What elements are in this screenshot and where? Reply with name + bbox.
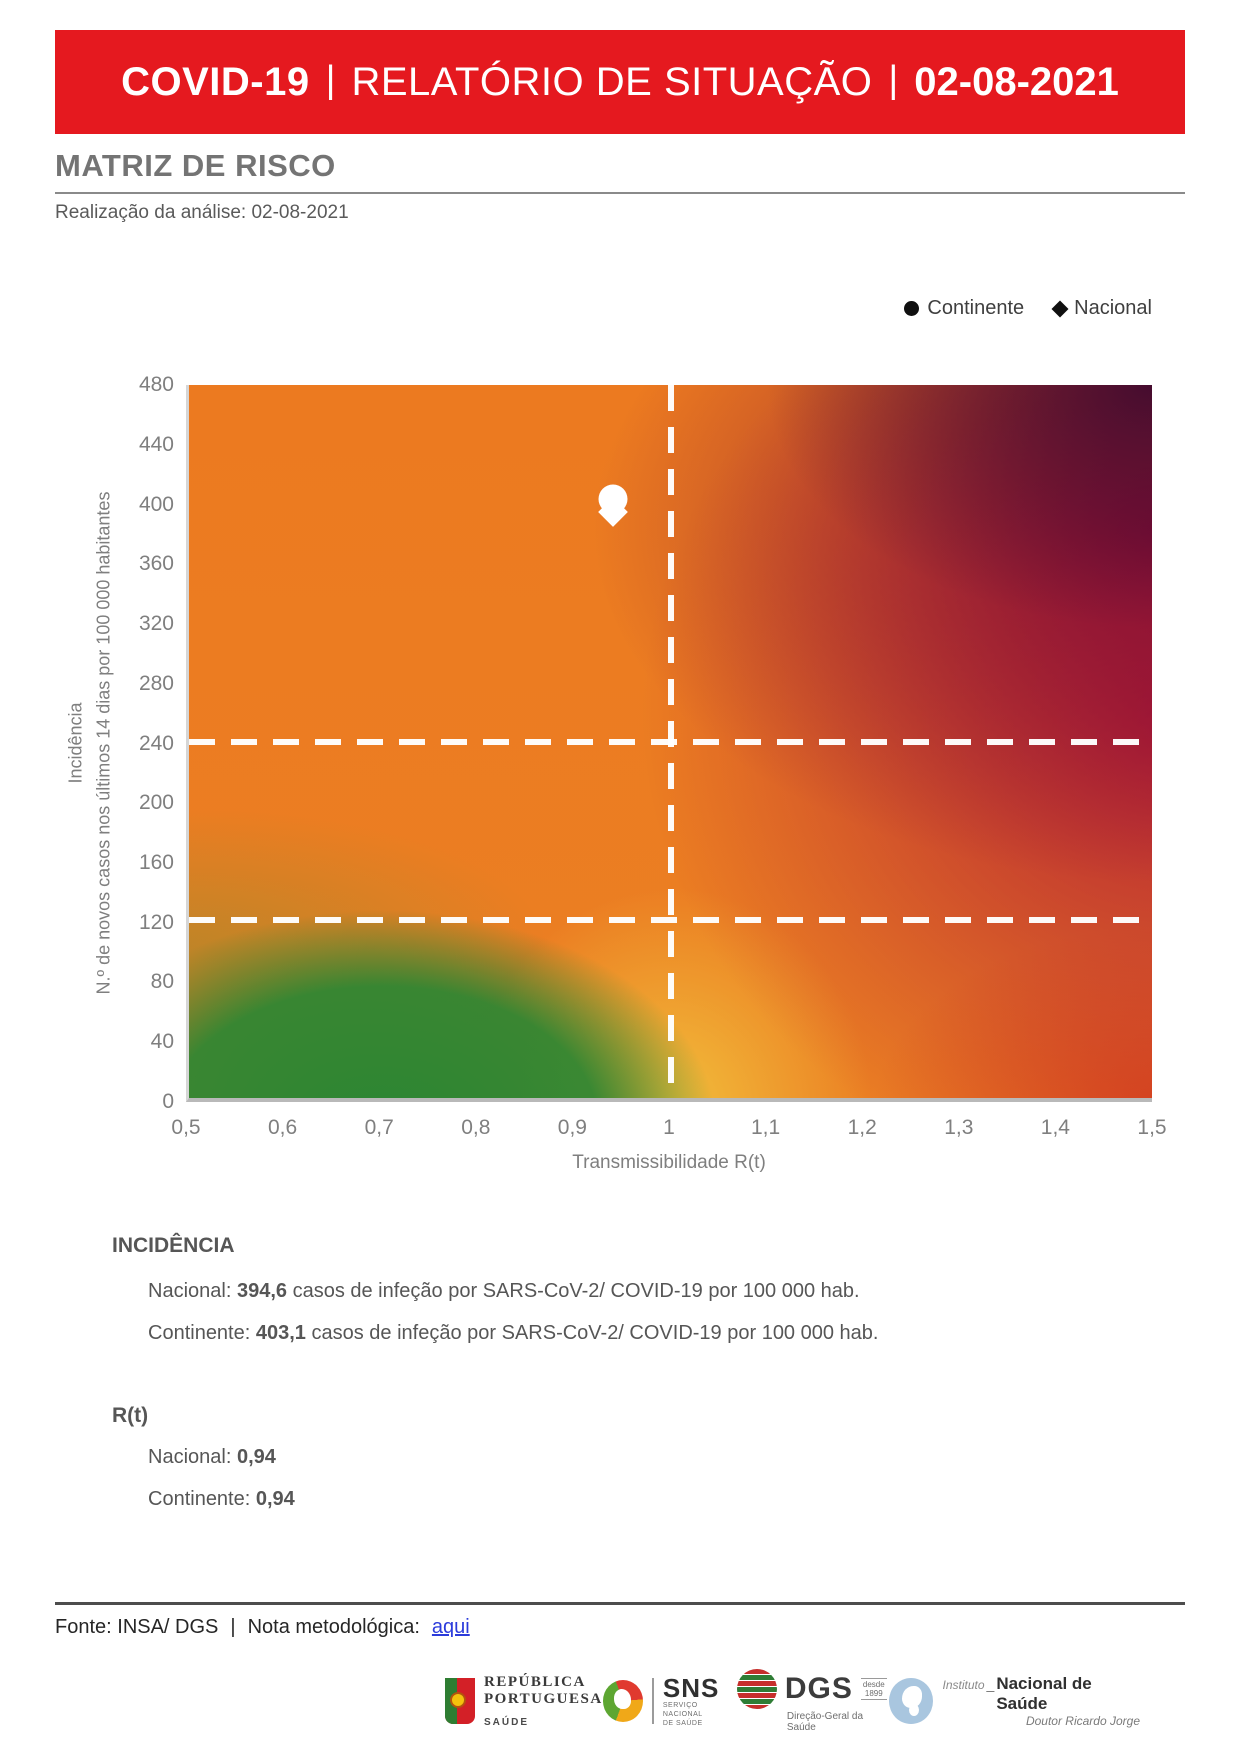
insa-name: Nacional de Saúde [996, 1674, 1092, 1713]
x-tick: 0,8 [461, 1116, 491, 1139]
incidencia-heading: INCIDÊNCIA [112, 1234, 235, 1257]
legend-item-nacional: Nacional [1051, 297, 1152, 320]
legend-item-continente: Continente [904, 297, 1024, 320]
x-tick: 1,4 [1040, 1116, 1070, 1139]
rp-line2: PORTUGUESA [484, 1691, 603, 1707]
incidencia-nacional-text: casos de infeção por SARS-CoV-2/ COVID-1… [292, 1280, 860, 1302]
incidencia-nacional-label: Nacional: [148, 1280, 232, 1302]
x-tick: 1 [663, 1116, 675, 1139]
rp-line1: REPÚBLICA [484, 1674, 586, 1690]
incidencia-continente-label: Continente: [148, 1322, 251, 1344]
logo-sns: SNS SERVIÇO NACIONAL DE SAÚDE [602, 1672, 737, 1728]
footer-source: Fonte: INSA/ DGS | Nota metodológica: aq… [55, 1616, 470, 1639]
insa-subtitle: Doutor Ricardo Jorge [1025, 1714, 1140, 1728]
x-axis-ticks: 0,5 0,6 0,7 0,8 0,9 1 1,1 1,2 1,3 1,4 1,… [171, 1116, 1166, 1146]
continente-marker [598, 484, 628, 514]
x-tick: 1,3 [944, 1116, 974, 1139]
x-tick: 1,1 [750, 1116, 781, 1139]
circle-marker-icon [904, 301, 920, 316]
risk-matrix-plot [186, 385, 1152, 1102]
threshold-line-120 [189, 916, 1152, 923]
y-tick: 280 [138, 671, 174, 695]
x-tick: 1,2 [847, 1116, 877, 1139]
sns-sub2: DE SAÚDE [662, 1719, 703, 1727]
logo-insa: Instituto _ Nacional de Saúde Doutor Ric… [889, 1674, 1140, 1728]
rt-heading: R(t) [112, 1404, 149, 1427]
y-tick: 240 [138, 731, 174, 755]
portugal-flag-icon [445, 1678, 475, 1724]
y-axis-ticks: 480 440 400 360 320 280 240 200 160 120 … [88, 373, 174, 1113]
report-banner: COVID-19 | RELATÓRIO DE SITUAÇÃO | 02-08… [55, 30, 1185, 134]
insa-icon [889, 1678, 934, 1724]
legend-label-nacional: Nacional [1074, 297, 1152, 319]
x-tick: 0,9 [557, 1116, 587, 1139]
footer-nota: Nota metodológica: [247, 1616, 420, 1638]
incidencia-continente-value: 403,1 [255, 1322, 306, 1344]
rp-saude: SAÚDE [484, 1717, 530, 1728]
y-axis-title-incidencia: Incidência [65, 702, 86, 784]
dgs-icon [736, 1669, 777, 1709]
sns-name: SNS [662, 1672, 720, 1703]
logo-dgs: DGS desde 1899 Direção-Geral da Saúde [736, 1669, 889, 1733]
rt-continente-line: Continente: 0,94 [148, 1488, 295, 1511]
dgs-subtitle: Direção-Geral da Saúde [786, 1711, 864, 1733]
y-tick: 360 [138, 552, 174, 576]
incidencia-nacional-value: 394,6 [236, 1280, 288, 1302]
y-tick: 400 [138, 492, 174, 516]
sns-icon [602, 1680, 643, 1722]
banner-title: RELATÓRIO DE SITUAÇÃO [351, 59, 873, 104]
banner-product: COVID-19 [121, 59, 310, 104]
y-tick: 160 [138, 851, 174, 874]
footer-logos: REPÚBLICA PORTUGUESA SAÚDE SNS SERVIÇO N… [445, 1660, 1140, 1742]
incidencia-continente-line: Continente: 403,1 casos de infeção por S… [148, 1322, 878, 1345]
y-tick: 40 [150, 1030, 174, 1054]
rt-nacional-line: Nacional: 0,94 [148, 1446, 276, 1469]
legend-label-continente: Continente [927, 297, 1025, 319]
x-axis-title: Transmissibilidade R(t) [572, 1152, 766, 1173]
analysis-date: Realização da análise: 02-08-2021 [55, 202, 349, 223]
y-tick: 320 [138, 611, 174, 635]
x-tick: 0,7 [364, 1116, 394, 1139]
banner-separator: | [888, 58, 899, 101]
footer-fonte: Fonte: INSA/ DGS [55, 1616, 219, 1638]
incidencia-nacional-line: Nacional: 394,6 casos de infeção por SAR… [148, 1280, 860, 1303]
sns-sub1: SERVIÇO NACIONAL [662, 1701, 703, 1718]
footer-divider [55, 1602, 1185, 1605]
x-tick: 0,6 [267, 1116, 298, 1139]
rt-continente-value: 0,94 [255, 1488, 295, 1510]
nota-metodologica-link[interactable]: aqui [431, 1616, 470, 1638]
insa-sep: _ [986, 1676, 995, 1692]
y-tick: 480 [138, 373, 174, 396]
y-tick: 200 [138, 791, 174, 815]
insa-pre: Instituto [942, 1678, 985, 1692]
footer-separator: | [230, 1616, 236, 1638]
diamond-marker-icon [1051, 300, 1069, 317]
y-tick: 0 [162, 1090, 174, 1113]
y-tick: 440 [138, 432, 174, 456]
dgs-name: DGS [784, 1672, 853, 1705]
banner-separator: | [325, 58, 336, 101]
dgs-since: desde 1899 [860, 1678, 887, 1700]
title-divider [55, 192, 1185, 194]
x-tick: 0,5 [171, 1116, 201, 1139]
y-tick: 80 [150, 970, 174, 994]
rt-nacional-value: 0,94 [236, 1446, 276, 1468]
rt-continente-label: Continente: [148, 1488, 251, 1510]
incidencia-continente-text: casos de infeção por SARS-CoV-2/ COVID-1… [311, 1322, 879, 1344]
x-tick: 1,5 [1137, 1116, 1167, 1139]
threshold-line-240 [189, 738, 1152, 745]
banner-date: 02-08-2021 [914, 59, 1119, 104]
y-tick: 120 [138, 910, 174, 934]
rt-nacional-label: Nacional: [148, 1446, 232, 1468]
chart-legend: Continente Nacional [904, 297, 1152, 320]
logo-republica-portuguesa: REPÚBLICA PORTUGUESA SAÚDE [445, 1674, 603, 1728]
page-title: MATRIZ DE RISCO [55, 148, 336, 183]
